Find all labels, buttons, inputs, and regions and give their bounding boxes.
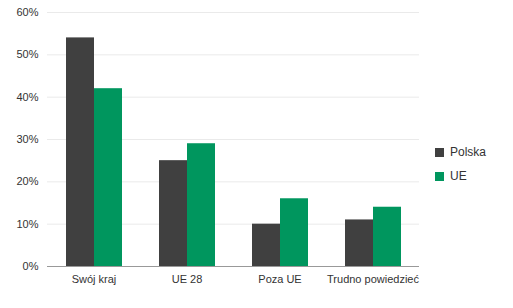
- svg-text:50%: 50%: [16, 48, 38, 60]
- svg-text:Trudno powiedzieć: Trudno powiedzieć: [327, 273, 419, 285]
- svg-text:Swój kraj: Swój kraj: [72, 273, 117, 285]
- svg-text:30%: 30%: [16, 133, 38, 145]
- html-text:UE: UE: [450, 169, 467, 183]
- svg-text:Poza UE: Poza UE: [258, 273, 301, 285]
- svg-text:10%: 10%: [16, 218, 38, 230]
- svg-text:0%: 0%: [23, 260, 39, 272]
- html-text:Polska: Polska: [450, 145, 486, 159]
- svg-text:20%: 20%: [16, 175, 38, 187]
- svg-text:60%: 60%: [16, 6, 38, 18]
- svg-text:40%: 40%: [16, 91, 38, 103]
- svg-text:UE 28: UE 28: [172, 273, 203, 285]
